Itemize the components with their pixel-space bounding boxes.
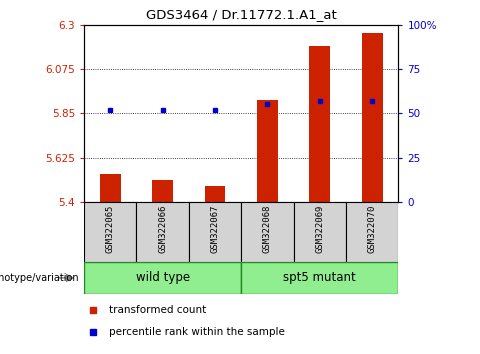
Text: genotype/variation: genotype/variation [0, 273, 79, 283]
Bar [100, 174, 120, 202]
Text: GSM322069: GSM322069 [315, 205, 324, 253]
Bar [152, 180, 173, 202]
Text: transformed count: transformed count [109, 305, 206, 315]
Bar [189, 202, 241, 262]
Bar [204, 186, 226, 202]
Bar [362, 33, 383, 202]
Bar [346, 202, 398, 262]
Bar [84, 202, 136, 262]
Text: spt5 mutant: spt5 mutant [283, 272, 356, 284]
Bar [136, 202, 189, 262]
Bar [257, 99, 278, 202]
Title: GDS3464 / Dr.11772.1.A1_at: GDS3464 / Dr.11772.1.A1_at [146, 8, 336, 21]
Text: wild type: wild type [135, 272, 190, 284]
Text: GSM322066: GSM322066 [158, 205, 167, 253]
Bar [84, 262, 241, 294]
Bar [241, 202, 294, 262]
Text: GSM322065: GSM322065 [106, 205, 115, 253]
Text: GSM322070: GSM322070 [368, 205, 377, 253]
Text: percentile rank within the sample: percentile rank within the sample [109, 327, 285, 337]
Text: GSM322067: GSM322067 [211, 205, 219, 253]
Bar [294, 202, 346, 262]
Text: GSM322068: GSM322068 [263, 205, 272, 253]
Bar [241, 262, 398, 294]
Bar [309, 46, 330, 202]
